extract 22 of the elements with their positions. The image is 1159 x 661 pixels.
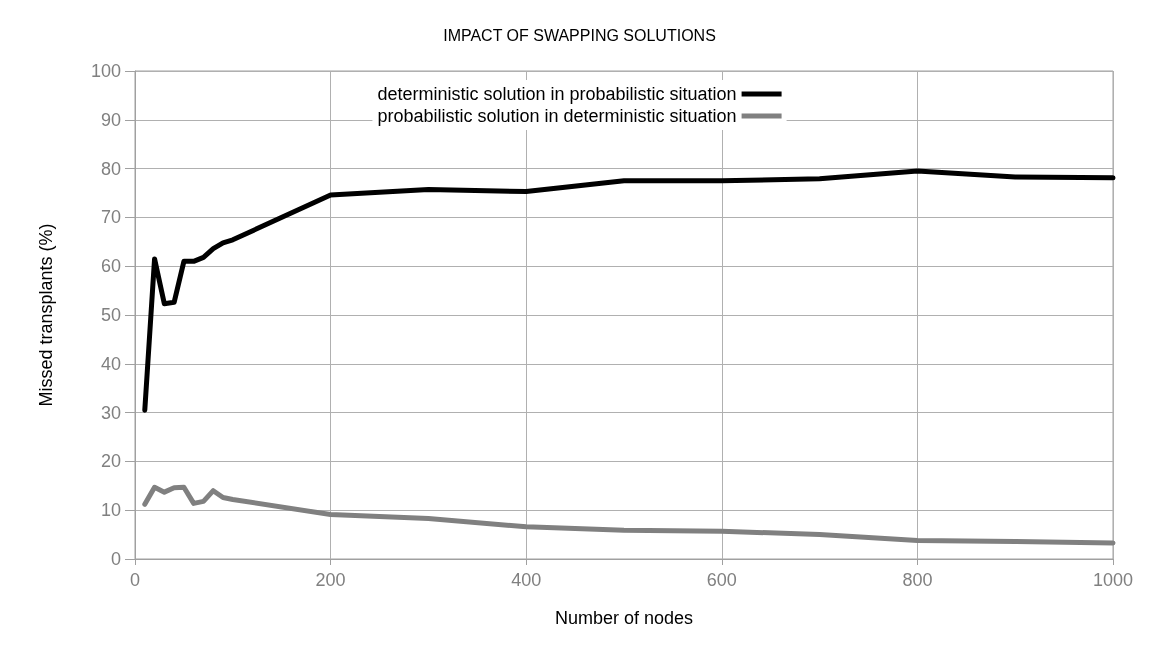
y-tick-label: 40 [100, 353, 121, 374]
x-tick-label: 200 [315, 570, 346, 590]
x-axis-title: Number of nodes [554, 608, 694, 628]
y-tick-label: 30 [100, 402, 121, 423]
y-tick-label: 50 [100, 305, 121, 325]
y-tick-label: 10 [100, 500, 121, 521]
x-tick-label: 0 [129, 570, 141, 590]
y-tick-label: 100 [90, 61, 121, 81]
y-tick-label: 20 [100, 451, 121, 472]
legend-label: deterministic solution in probabilistic situation [377, 84, 737, 104]
x-tick-label: 400 [511, 570, 542, 590]
x-tick-label: 800 [902, 570, 933, 590]
legend-label: probabilistic solution in deterministic situation [377, 106, 737, 126]
y-tick-label: 60 [100, 256, 121, 277]
y-tick-label: 90 [100, 109, 121, 130]
y-tick-label: 80 [100, 158, 121, 179]
x-tick-label: 600 [706, 570, 737, 590]
y-tick-label: 70 [100, 207, 121, 228]
x-tick-label: 1000 [1092, 570, 1134, 590]
chart-title: IMPACT OF SWAPPING SOLUTIONS [443, 26, 716, 44]
y-tick-label: 0 [110, 549, 121, 569]
y-axis-title: Missed transplants (%) [36, 223, 56, 407]
